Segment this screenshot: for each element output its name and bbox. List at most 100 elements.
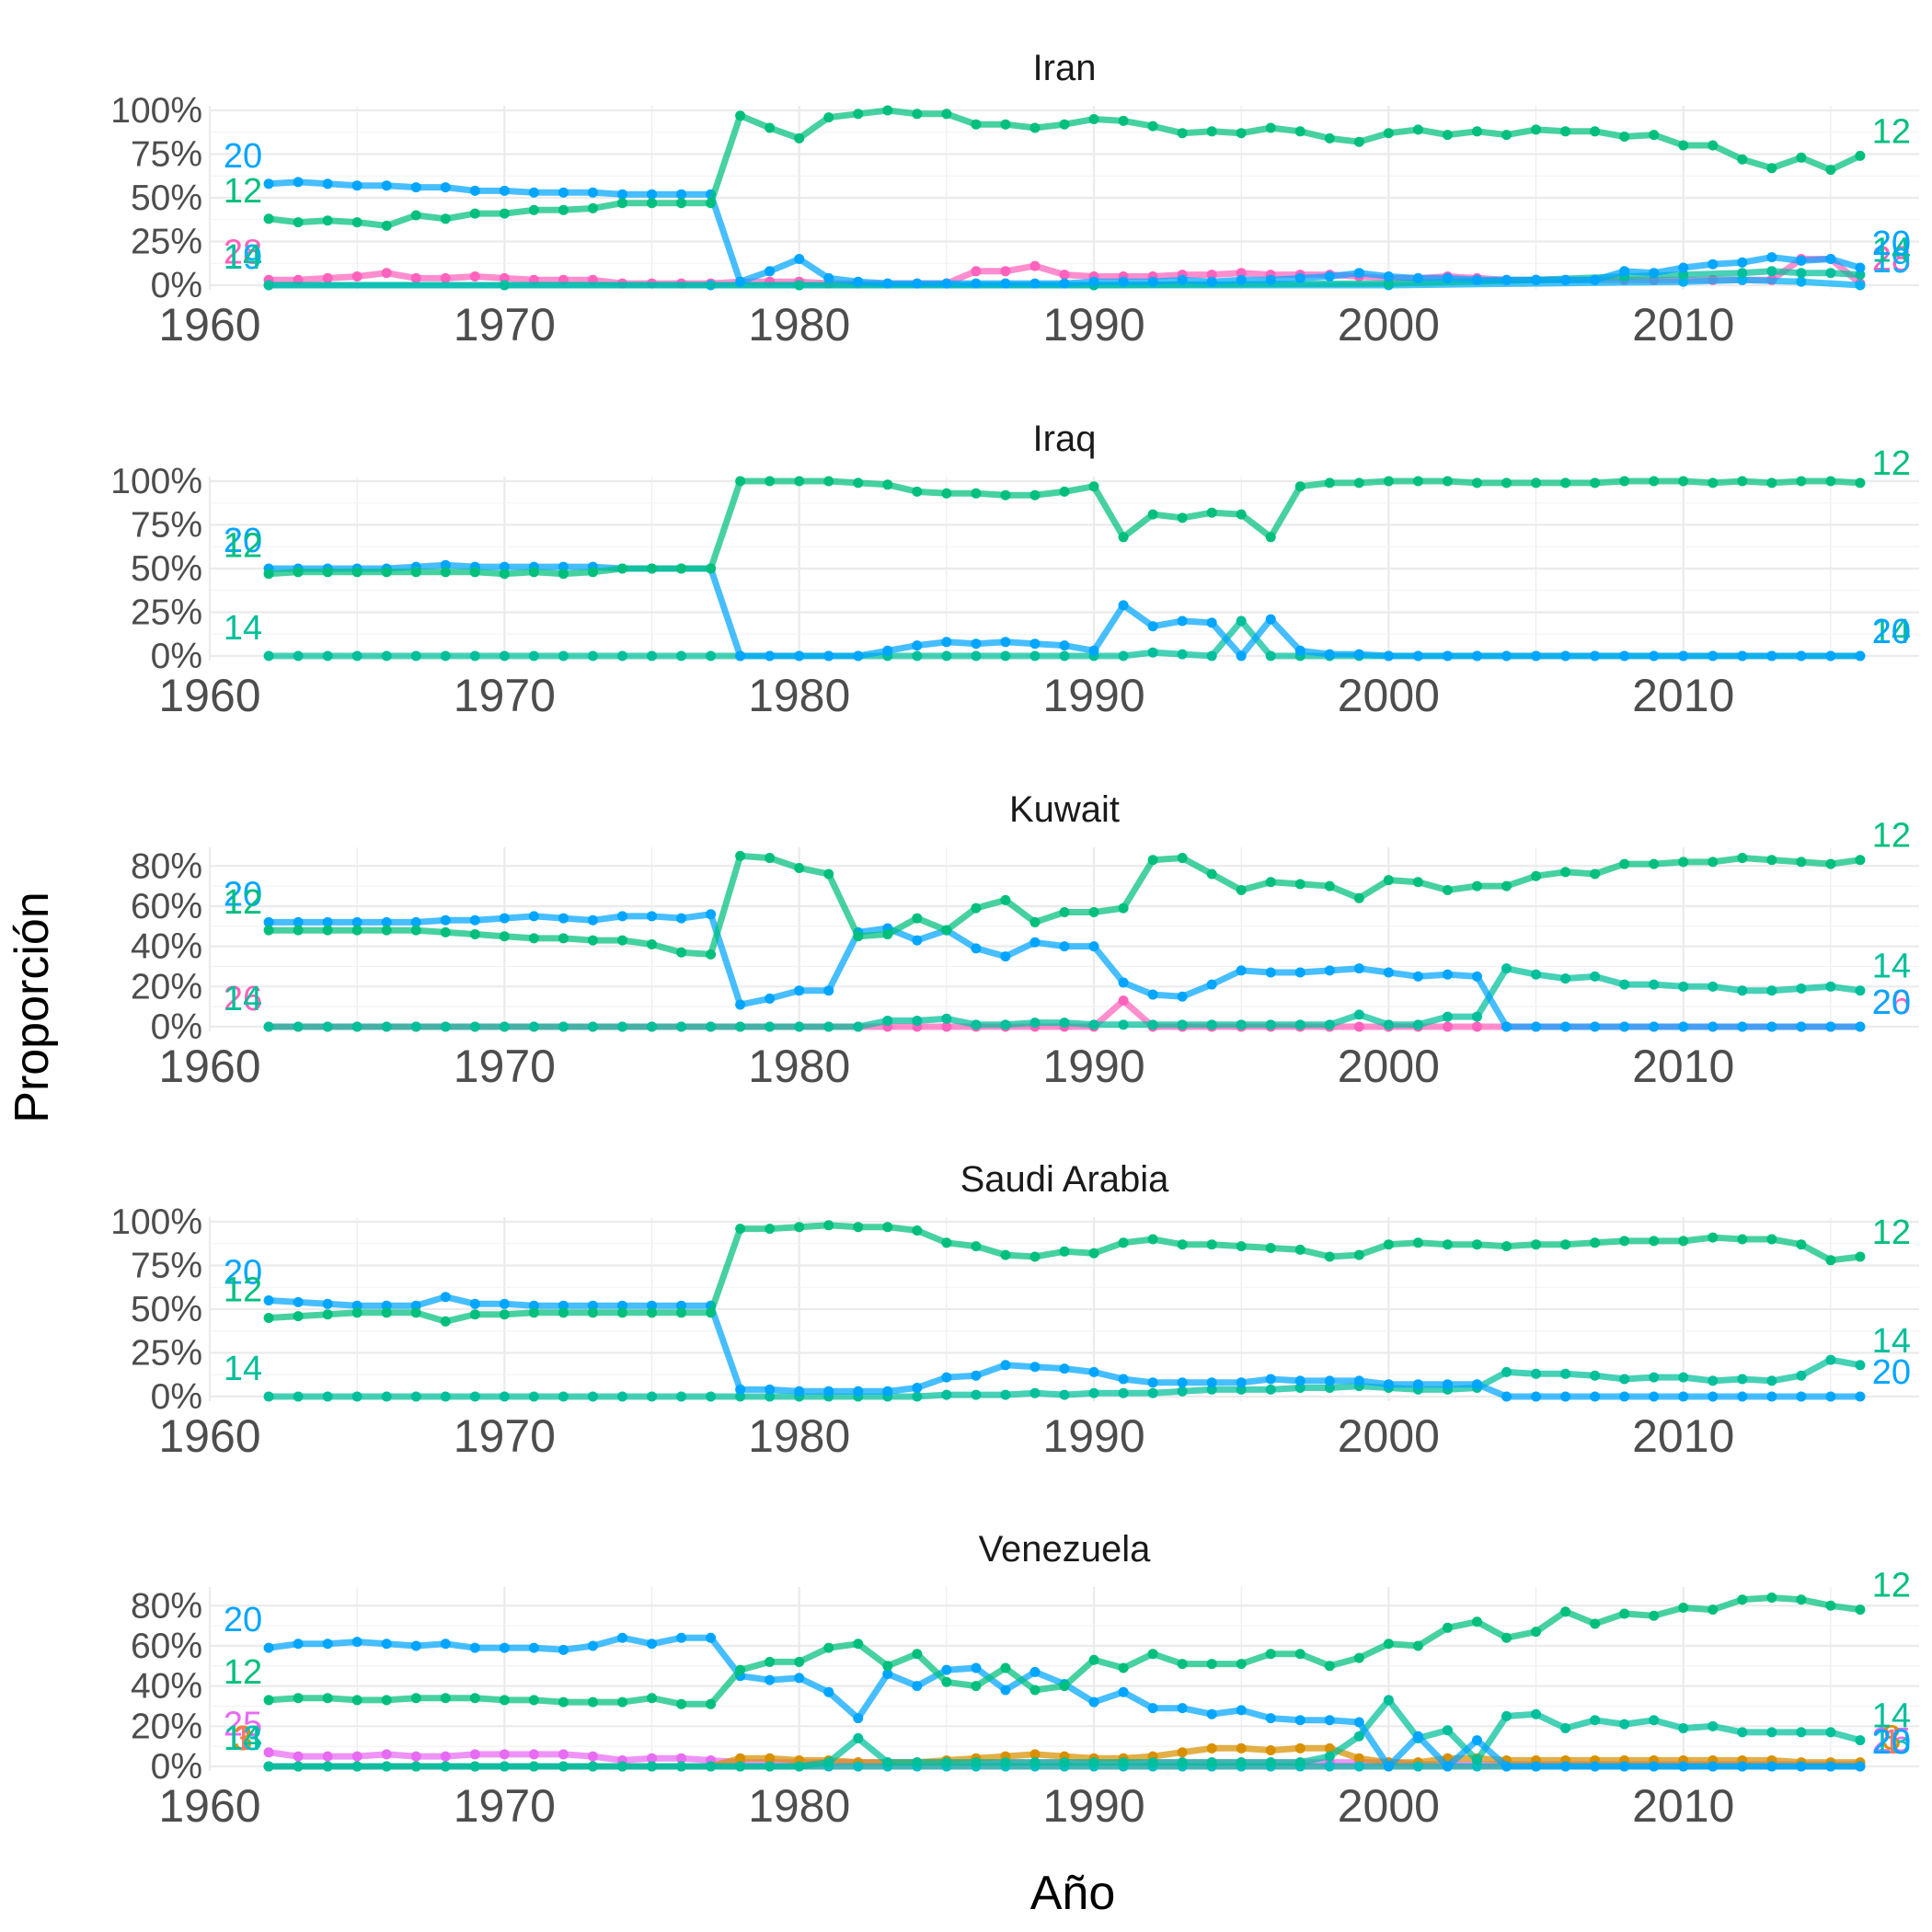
data-point bbox=[706, 1761, 717, 1772]
data-point bbox=[293, 916, 304, 927]
data-point bbox=[1766, 1761, 1777, 1772]
data-point bbox=[1059, 1363, 1070, 1374]
data-point bbox=[1501, 1710, 1512, 1721]
data-point bbox=[1177, 274, 1188, 285]
data-point bbox=[676, 1021, 687, 1032]
data-point bbox=[469, 1693, 480, 1704]
data-point bbox=[1177, 128, 1188, 139]
series-line bbox=[269, 617, 1860, 660]
data-point bbox=[1471, 126, 1482, 137]
data-point bbox=[1118, 276, 1129, 287]
data-point bbox=[616, 1761, 627, 1772]
data-point bbox=[499, 280, 510, 291]
data-point bbox=[293, 177, 304, 188]
data-point bbox=[1353, 268, 1364, 279]
data-point bbox=[440, 1021, 451, 1032]
data-point bbox=[381, 567, 392, 578]
data-point bbox=[1029, 260, 1041, 271]
data-point bbox=[410, 1761, 421, 1772]
data-point bbox=[1590, 1021, 1601, 1032]
data-point bbox=[1590, 1715, 1601, 1726]
data-point bbox=[823, 868, 834, 880]
data-point bbox=[528, 1761, 539, 1772]
data-point bbox=[322, 215, 333, 226]
data-point bbox=[1118, 995, 1129, 1006]
y-tick-label: 0% bbox=[151, 637, 202, 676]
y-tick-label: 50% bbox=[131, 1290, 202, 1329]
data-point bbox=[941, 1389, 952, 1400]
data-point bbox=[1678, 650, 1689, 661]
data-point bbox=[1412, 1731, 1423, 1742]
data-point bbox=[853, 650, 864, 661]
data-point bbox=[1059, 270, 1070, 281]
data-point bbox=[1383, 875, 1394, 886]
series-12: 12 12 bbox=[224, 105, 1911, 231]
panel-venezuela: Venezuela 0%20%40%60%80% 1960 1970 1980 1990 2… bbox=[131, 1529, 1919, 1832]
data-point bbox=[1059, 650, 1070, 661]
data-point bbox=[1590, 650, 1601, 661]
data-point bbox=[765, 476, 776, 487]
data-point bbox=[1442, 1239, 1453, 1250]
data-point bbox=[1236, 268, 1247, 279]
series-start-label: 19 bbox=[224, 238, 262, 277]
series-start-label: 20 bbox=[224, 1601, 262, 1639]
data-point bbox=[293, 1311, 304, 1322]
data-point bbox=[882, 278, 893, 289]
data-point bbox=[735, 1021, 746, 1032]
data-point bbox=[616, 563, 627, 574]
data-point bbox=[1590, 1761, 1601, 1772]
data-point bbox=[735, 110, 746, 121]
data-point bbox=[912, 935, 923, 946]
data-point bbox=[440, 926, 451, 937]
data-point bbox=[1294, 967, 1305, 978]
data-point bbox=[499, 208, 510, 219]
data-point bbox=[410, 1391, 421, 1402]
x-tick-label: 1980 bbox=[748, 1041, 850, 1092]
data-point bbox=[293, 567, 304, 578]
data-point bbox=[1855, 1251, 1866, 1262]
data-point bbox=[706, 1391, 717, 1402]
data-point bbox=[410, 567, 421, 578]
data-point bbox=[912, 1681, 923, 1692]
data-point bbox=[1353, 136, 1364, 147]
data-point bbox=[1000, 489, 1011, 500]
data-point bbox=[1855, 1735, 1866, 1746]
data-point bbox=[971, 266, 982, 277]
data-point bbox=[1412, 1640, 1423, 1651]
data-point bbox=[1796, 1594, 1807, 1605]
data-point bbox=[1766, 1375, 1777, 1386]
data-point bbox=[971, 943, 982, 954]
data-point bbox=[647, 650, 658, 661]
data-point bbox=[263, 569, 274, 580]
data-point bbox=[440, 1391, 451, 1402]
data-point bbox=[1796, 476, 1807, 487]
data-point bbox=[440, 650, 451, 661]
data-point bbox=[647, 1307, 658, 1318]
data-point bbox=[440, 1761, 451, 1772]
y-tick-label: 100% bbox=[110, 1202, 202, 1242]
data-point bbox=[558, 1300, 569, 1311]
x-tick-label: 2000 bbox=[1338, 1041, 1440, 1092]
data-point bbox=[1147, 1377, 1158, 1388]
data-point bbox=[941, 278, 952, 289]
data-point bbox=[794, 650, 805, 661]
data-point bbox=[263, 1695, 274, 1706]
data-point bbox=[1294, 1757, 1305, 1768]
data-point bbox=[1766, 1391, 1777, 1402]
data-point bbox=[558, 1761, 569, 1772]
data-point bbox=[1531, 1627, 1542, 1638]
series-end-label: 20 bbox=[1872, 1723, 1911, 1762]
data-point bbox=[971, 278, 982, 289]
data-point bbox=[351, 925, 362, 936]
data-point bbox=[1649, 1391, 1660, 1402]
data-point bbox=[410, 1751, 421, 1762]
data-point bbox=[971, 1370, 982, 1381]
data-point bbox=[941, 1676, 952, 1687]
data-point bbox=[1059, 486, 1070, 497]
data-point bbox=[794, 1673, 805, 1684]
data-point bbox=[1649, 979, 1660, 990]
data-point bbox=[941, 488, 952, 499]
facet-title: Iran bbox=[1033, 48, 1097, 88]
